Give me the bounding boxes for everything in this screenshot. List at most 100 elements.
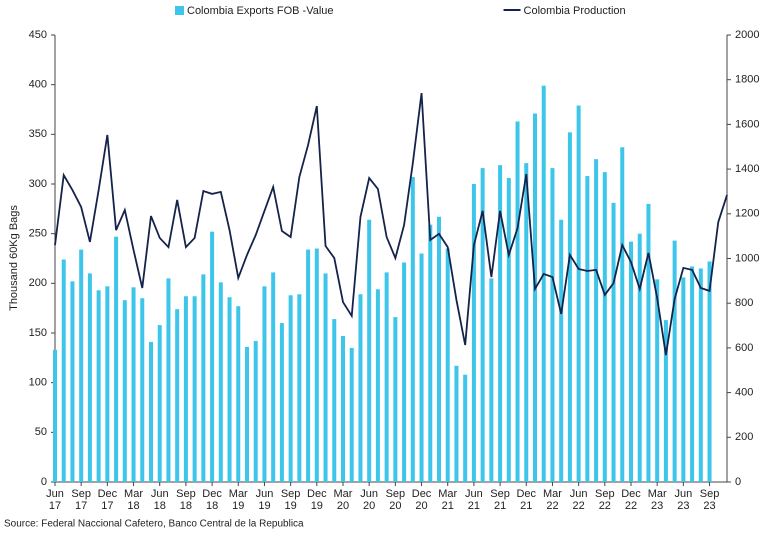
bar bbox=[262, 286, 267, 482]
x-tick-label: Sep 19 bbox=[280, 488, 301, 512]
x-tick-label: Mar 23 bbox=[647, 488, 667, 512]
bar bbox=[454, 365, 459, 482]
bar bbox=[663, 320, 668, 482]
bar bbox=[707, 261, 712, 482]
x-tick-label: Sep 21 bbox=[490, 488, 510, 512]
bar bbox=[445, 248, 450, 482]
bar bbox=[646, 203, 651, 482]
bar bbox=[698, 268, 703, 482]
bar bbox=[567, 132, 572, 482]
x-tick-label: Sep 22 bbox=[595, 488, 615, 512]
x-tick-label: Jun 22 bbox=[569, 488, 588, 512]
bar bbox=[297, 294, 302, 482]
y2-tick-label: 800 bbox=[735, 297, 753, 309]
y-tick-label: 450 bbox=[29, 29, 47, 41]
bar bbox=[629, 241, 633, 482]
bar bbox=[306, 249, 311, 482]
bar bbox=[428, 224, 433, 482]
y-tick-label: 300 bbox=[29, 178, 47, 190]
bar bbox=[253, 340, 258, 482]
bar bbox=[157, 325, 162, 482]
bar bbox=[245, 346, 249, 482]
bar bbox=[236, 306, 241, 482]
x-tick-label: Mar 21 bbox=[438, 488, 458, 512]
x-tick-label: Jun 19 bbox=[255, 488, 274, 512]
x-tick-label: Mar 19 bbox=[228, 488, 248, 512]
bar bbox=[288, 295, 293, 482]
bar bbox=[114, 236, 119, 482]
bar bbox=[375, 289, 380, 482]
bar bbox=[550, 168, 555, 482]
y2-tick-label: 400 bbox=[735, 387, 753, 399]
bar bbox=[541, 85, 546, 482]
x-tick-label: Mar 20 bbox=[333, 488, 353, 512]
bar bbox=[131, 287, 136, 482]
bar bbox=[489, 278, 494, 482]
bar bbox=[105, 286, 110, 482]
bar bbox=[279, 323, 284, 482]
bar bbox=[332, 319, 337, 482]
y2-tick-label: 1400 bbox=[735, 163, 759, 175]
bar bbox=[79, 249, 84, 482]
x-tick-label: Sep 20 bbox=[385, 488, 406, 512]
bar bbox=[53, 349, 57, 482]
line bbox=[54, 92, 728, 356]
bar bbox=[271, 272, 276, 482]
bar bbox=[201, 274, 206, 482]
x-tick-label: Dec 22 bbox=[621, 488, 641, 512]
x-tick-label: Mar 22 bbox=[542, 488, 562, 512]
x-tick-label: Sep 18 bbox=[176, 488, 196, 512]
bar bbox=[611, 202, 616, 482]
bar bbox=[419, 253, 424, 482]
bar bbox=[175, 309, 180, 482]
x-tick-label: Dec 18 bbox=[202, 488, 222, 512]
x-tick-label: Jun 23 bbox=[674, 488, 693, 512]
y-tick-label: 0 bbox=[41, 476, 47, 488]
x-tick-label: Sep 23 bbox=[699, 488, 720, 512]
bar bbox=[672, 240, 677, 482]
bar bbox=[323, 273, 328, 482]
bar bbox=[480, 168, 485, 482]
y2-tick-label: 1800 bbox=[735, 74, 759, 86]
bar bbox=[87, 273, 92, 482]
y-tick-label: 350 bbox=[29, 128, 47, 140]
bar bbox=[70, 281, 75, 482]
bar bbox=[463, 374, 468, 482]
bar bbox=[498, 165, 503, 483]
bar bbox=[524, 163, 529, 482]
bar bbox=[210, 231, 215, 482]
bar bbox=[349, 347, 354, 482]
bar bbox=[681, 277, 686, 482]
bar bbox=[602, 172, 607, 482]
y-tick-label: 200 bbox=[29, 277, 47, 289]
y-axis-label: Thousand 60Kg Bags bbox=[8, 205, 20, 311]
y-tick-label: 100 bbox=[29, 377, 47, 389]
x-tick-label: Jun 18 bbox=[150, 488, 169, 512]
x-tick-label: Dec 19 bbox=[307, 488, 327, 512]
bar bbox=[410, 177, 415, 482]
bar bbox=[358, 294, 363, 482]
y2-tick-label: 1000 bbox=[735, 252, 759, 264]
y-tick-label: 250 bbox=[29, 228, 47, 240]
y2-tick-label: 0 bbox=[735, 476, 741, 488]
bar bbox=[515, 121, 520, 483]
bar bbox=[437, 216, 441, 482]
x-tick-label: Dec 20 bbox=[411, 488, 432, 512]
bar bbox=[122, 300, 127, 482]
bar bbox=[341, 335, 345, 482]
legend-label: Colombia Production bbox=[524, 5, 626, 17]
y2-tick-label: 2000 bbox=[735, 29, 759, 41]
x-tick-label: Mar 18 bbox=[124, 488, 143, 512]
bar bbox=[559, 219, 564, 482]
bar bbox=[367, 219, 372, 482]
y-tick-label: 50 bbox=[35, 426, 47, 438]
bar bbox=[637, 233, 642, 482]
bar bbox=[594, 159, 599, 482]
bar bbox=[533, 113, 537, 483]
bar bbox=[96, 290, 101, 482]
legend-label: Colombia Exports FOB -Value bbox=[187, 5, 334, 17]
x-tick-label: Sep 17 bbox=[71, 488, 91, 512]
bar bbox=[192, 296, 197, 482]
y2-tick-label: 1200 bbox=[735, 208, 759, 220]
